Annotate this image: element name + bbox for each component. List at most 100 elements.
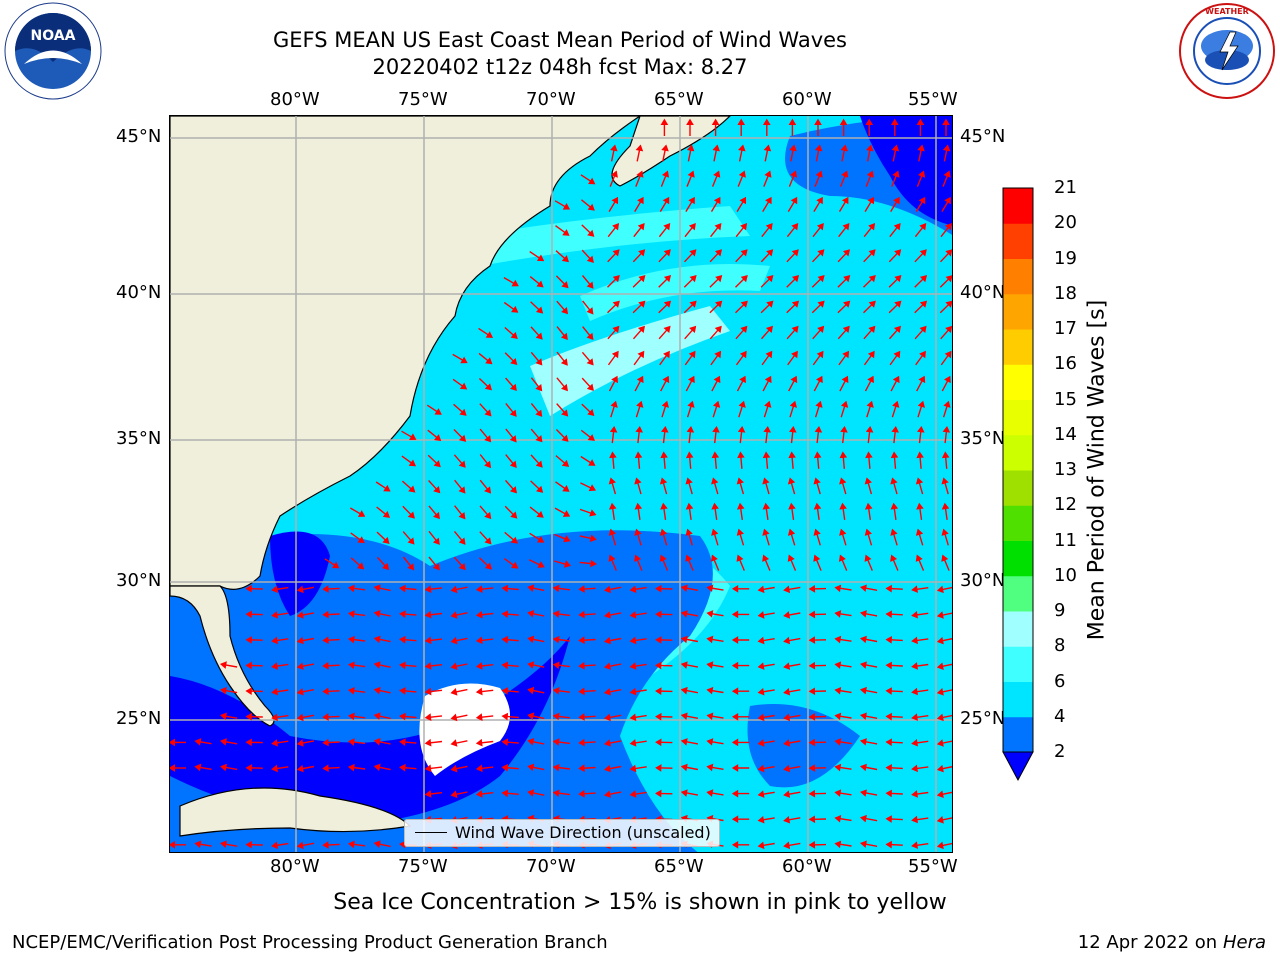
wave-arrow-head <box>942 425 951 433</box>
wave-arrow-head <box>789 170 798 178</box>
wave-arrow-head <box>917 170 926 178</box>
wave-arrow-head <box>611 196 618 205</box>
wave-arrow-head <box>578 738 585 747</box>
wave-arrow-head <box>765 223 773 231</box>
lon-tick-bottom: 80°W <box>270 856 320 877</box>
wave-arrow-head <box>713 170 721 178</box>
wave-arrow-head <box>322 636 329 645</box>
wave-arrow-head <box>475 610 483 619</box>
wave-arrow-head <box>788 451 796 459</box>
wave-arrow-head <box>706 686 714 695</box>
colorbar-tick-label: 15 <box>1054 388 1077 410</box>
wave-arrow-head <box>686 425 695 433</box>
wave-arrow-head <box>663 325 671 334</box>
wave-arrow-head <box>271 739 278 747</box>
colorbar-segment <box>1003 646 1033 682</box>
wave-arrow-head <box>715 275 723 283</box>
wave-arrow-head <box>536 254 545 262</box>
wave-arrow-head <box>762 451 771 459</box>
wave-arrow-head <box>663 300 672 308</box>
wave-arrow-head <box>382 536 390 545</box>
wave-arrow-head <box>535 409 543 417</box>
wave-arrow-head <box>399 635 406 644</box>
wave-arrow-head <box>731 584 739 593</box>
wave-arrow-head <box>859 584 867 592</box>
wave-arrow-head <box>536 535 545 543</box>
wave-arrow-head <box>808 789 816 798</box>
colorbar-tick-label: 13 <box>1054 459 1077 480</box>
colorbar-tick-label: 21 <box>1054 177 1077 198</box>
wave-arrow-head <box>552 712 560 721</box>
wave-arrow-head <box>655 764 662 772</box>
wave-arrow-head <box>578 636 585 644</box>
wave-arrow-head <box>433 434 442 442</box>
wave-arrow-head <box>245 764 252 772</box>
wave-arrow-head <box>942 118 950 126</box>
wave-arrow-head <box>885 584 892 593</box>
lat-tick-right: 40°N <box>960 282 1006 303</box>
wave-arrow-head <box>424 738 432 747</box>
wave-arrow-head <box>661 170 670 178</box>
wave-arrow-head <box>587 203 595 211</box>
wave-arrow-head <box>859 789 867 797</box>
wave-arrow-head <box>424 764 432 773</box>
wave-arrow-head <box>450 739 458 747</box>
wave-arrow-head <box>911 790 918 798</box>
wave-arrow-head <box>808 661 816 670</box>
wave-arrow-head <box>475 764 483 773</box>
wave-arrow-head <box>552 610 560 618</box>
wave-arrow-head <box>610 144 618 152</box>
colorbar-tick-label: 17 <box>1054 318 1077 339</box>
no-data-region <box>419 683 510 776</box>
wave-arrow-head <box>936 713 944 722</box>
wave-arrow-head <box>936 790 944 798</box>
wave-arrow-head <box>864 554 872 562</box>
colorbar-segment <box>1003 611 1033 647</box>
wave-arrow-head <box>714 325 722 334</box>
noaa-logo: NOAA <box>4 2 102 100</box>
period-band-blue-e <box>747 704 860 788</box>
wave-arrow-head <box>839 528 847 536</box>
wave-arrow-head <box>842 325 850 334</box>
wave-arrow-head <box>787 554 795 562</box>
wave-arrow-head <box>535 306 544 314</box>
wave-arrow-head <box>450 764 458 773</box>
wave-arrow-head <box>475 790 483 798</box>
wave-arrow-head <box>322 687 329 696</box>
wave-arrow-head <box>687 375 695 384</box>
wave-arrow-head <box>610 400 618 408</box>
wave-arrow-head <box>552 635 560 644</box>
wave-arrow-head <box>711 528 719 536</box>
wave-arrow-head <box>706 789 714 797</box>
wave-arrow-head <box>943 170 951 178</box>
colorbar-segment <box>1003 716 1033 753</box>
wave-arrow-head <box>944 196 951 205</box>
wave-arrow-head <box>484 409 492 417</box>
wave-arrow-head <box>915 528 924 536</box>
wave-arrow-head <box>868 300 876 308</box>
wave-arrow-head <box>527 610 535 618</box>
lon-tick-top: 75°W <box>398 89 448 110</box>
wave-arrow-head <box>296 662 304 670</box>
wave-arrow-head <box>911 662 918 670</box>
colorbar-segment <box>1003 681 1033 718</box>
wave-arrow-head <box>686 118 694 126</box>
wave-arrow-head <box>655 789 662 798</box>
wave-arrow-head <box>245 687 252 695</box>
wave-arrow-head <box>739 196 746 205</box>
wave-arrow-head <box>536 485 544 493</box>
wave-arrow-head <box>706 763 714 772</box>
colorbar-label: Mean Period of Wind Waves [s] <box>1084 299 1110 641</box>
wave-arrow-head <box>458 460 466 468</box>
wave-arrow-head <box>766 249 774 257</box>
wave-arrow-head <box>791 325 799 334</box>
wave-arrow-head <box>382 562 390 571</box>
wave-arrow-head <box>609 425 618 433</box>
wave-arrow-head <box>808 738 816 747</box>
wave-arrow-head <box>458 511 466 520</box>
wave-arrow-head <box>740 223 748 231</box>
wave-arrow-head <box>578 610 585 619</box>
wave-arrow-head <box>757 739 765 747</box>
wave-arrow-head <box>509 383 517 392</box>
wave-arrow-head <box>864 528 872 536</box>
